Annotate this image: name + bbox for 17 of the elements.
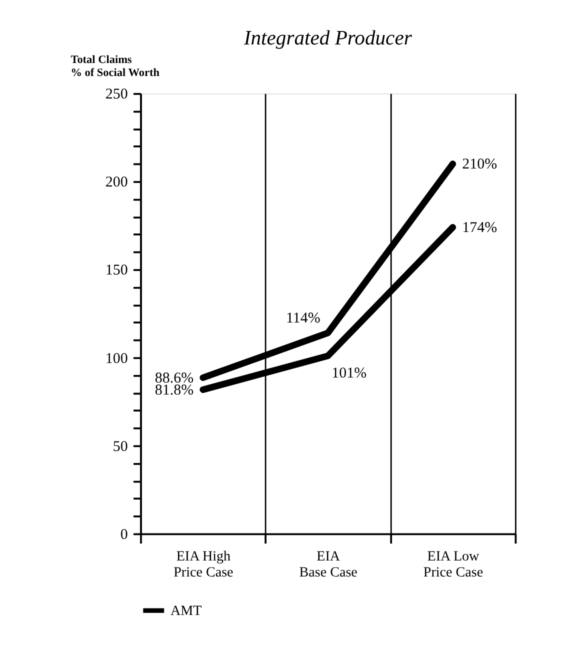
y-tick-label: 150 xyxy=(105,262,128,279)
data-label: 101% xyxy=(332,365,367,382)
x-tick-label: EIA High Price Case xyxy=(174,548,234,580)
data-label: 81.8% xyxy=(154,382,194,398)
y-tick-label: 250 xyxy=(105,86,128,103)
chart-title: Integrated Producer xyxy=(242,28,413,50)
data-label: 210% xyxy=(462,156,498,173)
y-tick-label: 100 xyxy=(105,350,128,367)
x-tick-label: EIA Base Case xyxy=(299,548,358,580)
y-tick-label: 200 xyxy=(105,174,128,191)
y-tick-label: 50 xyxy=(112,438,128,455)
legend-label: AMT xyxy=(170,603,202,620)
data-label: 114% xyxy=(286,310,320,327)
x-tick-label: EIA Low Price Case xyxy=(423,548,484,580)
y-axis-title: Total Claims % of Social Worth xyxy=(70,54,160,80)
y-tick-label: 0 xyxy=(120,526,128,543)
data-label: 174% xyxy=(462,220,498,236)
